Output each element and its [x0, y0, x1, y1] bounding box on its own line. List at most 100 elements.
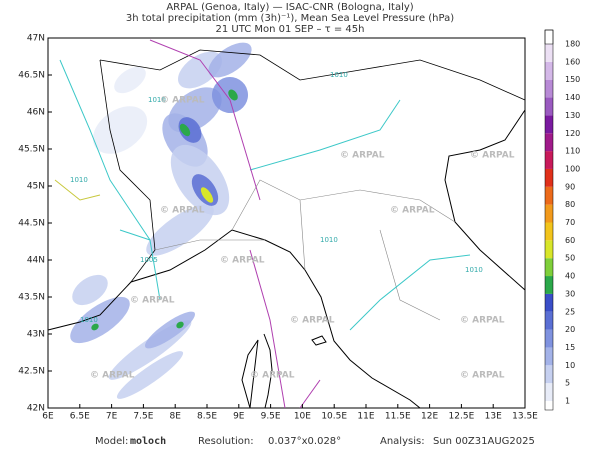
isobar-label: 1010	[148, 96, 166, 104]
colorbar-swatch	[545, 240, 553, 259]
watermark: © ARPAL	[290, 316, 335, 326]
watermark: © ARPAL	[90, 371, 135, 381]
colorbar-swatch	[545, 133, 553, 152]
colorbar-swatch	[544, 29, 554, 45]
lon-label: 7E	[106, 412, 118, 422]
lat-label: 43N	[27, 330, 45, 340]
colorbar-swatch	[545, 44, 553, 62]
colorbar-label: 160	[565, 57, 580, 66]
precip-area	[178, 117, 202, 143]
lon-label: 10E	[294, 412, 311, 422]
precip-area	[178, 51, 222, 89]
border	[99, 59, 156, 283]
colorbar-swatch	[545, 311, 553, 330]
precip-area	[116, 351, 184, 399]
isobar-label: 1005	[140, 256, 158, 264]
watermark: © ARPAL	[390, 206, 435, 216]
colorbar-label: 80	[565, 200, 575, 209]
title-line: 3h total precipitation (mm (3h)⁻¹), Mean…	[126, 13, 454, 24]
region-border	[154, 179, 456, 321]
lat-label: 45N	[27, 182, 45, 192]
lat-label: 42.5N	[18, 367, 45, 377]
watermark: © ARPAL	[460, 371, 505, 381]
lon-label: 8E	[169, 412, 181, 422]
lat-label: 47N	[27, 34, 45, 44]
colorbar-label: 40	[565, 272, 575, 281]
colorbar-label: 70	[565, 218, 575, 227]
lon-label: 13.5E	[512, 412, 538, 422]
colorbar-swatch	[545, 222, 553, 241]
colorbar-swatch	[545, 347, 553, 366]
colorbar-label: 5	[565, 379, 570, 388]
precip-area	[92, 106, 148, 154]
footer-value: moloch	[130, 436, 166, 447]
precip-area	[70, 296, 130, 344]
colorbar-swatch	[545, 168, 553, 187]
precip-core	[228, 89, 238, 101]
isobar-label: 1010	[465, 266, 483, 274]
watermark: © ARPAL	[160, 206, 205, 216]
isobar-label: 1010	[330, 71, 348, 79]
colorbar-swatch	[545, 293, 553, 312]
colorbar-label: 15	[565, 343, 575, 352]
colorbar-swatch	[545, 276, 553, 294]
isobar-label: 1010	[320, 236, 338, 244]
isobar	[149, 39, 321, 409]
colorbar-label: 30	[565, 289, 575, 298]
colorbar-swatch	[545, 115, 553, 134]
title-line: ARPAL (Genoa, Italy) — ISAC-CNR (Bologna…	[166, 2, 413, 13]
colorbar-swatch	[545, 365, 553, 384]
colorbar-label: 50	[565, 254, 575, 263]
footer-label: Model:	[95, 436, 128, 447]
colorbar-label: 140	[565, 93, 580, 102]
lon-label: 11E	[357, 412, 374, 422]
isobar-label: 1010	[80, 316, 98, 324]
colorbar-label: 25	[565, 307, 575, 316]
footer-label: Analysis:	[380, 436, 425, 447]
colorbar-swatch	[545, 329, 553, 348]
lat-label: 42N	[27, 404, 45, 414]
colorbar-label: 180	[565, 40, 580, 49]
lon-label: 6.5E	[70, 412, 90, 422]
coastline	[444, 109, 526, 291]
lon-label: 10.5E	[321, 412, 347, 422]
lat-label: 45.5N	[18, 145, 45, 155]
colorbar-label: 90	[565, 182, 575, 191]
lon-label: 6E	[42, 412, 54, 422]
precip-area	[72, 274, 108, 306]
isobar	[59, 59, 471, 331]
colorbar-swatch	[545, 61, 553, 80]
precip-core	[176, 321, 184, 329]
footer-value: Sun 00Z31AUG2025	[433, 436, 535, 447]
isobar-label: 1010	[70, 176, 88, 184]
lat-label: 44N	[27, 256, 45, 266]
map-frame	[47, 37, 526, 409]
colorbar-frame	[544, 29, 554, 411]
lon-label: 13E	[485, 412, 502, 422]
precip-area	[114, 66, 146, 94]
watermark: © ARPAL	[460, 316, 505, 326]
lon-label: 11.5E	[385, 412, 411, 422]
lon-label: 7.5E	[133, 412, 153, 422]
lat-label: 44.5N	[18, 219, 45, 229]
footer-value: 0.037°x0.028°	[268, 436, 341, 447]
watermark: © ARPAL	[130, 296, 175, 306]
colorbar-label: 110	[565, 147, 580, 156]
watermark: © ARPAL	[340, 151, 385, 161]
precip-core	[91, 323, 99, 331]
colorbar-swatch	[545, 258, 553, 277]
precip-core	[200, 187, 214, 203]
watermark: © ARPAL	[220, 256, 265, 266]
precip-area	[146, 204, 214, 256]
colorbar-swatch	[545, 79, 553, 98]
watermark: © ARPAL	[160, 96, 205, 106]
lat-label: 46N	[27, 108, 45, 118]
colorbar-swatch	[545, 204, 553, 223]
lon-label: 9E	[233, 412, 245, 422]
watermark: © ARPAL	[470, 151, 515, 161]
colorbar-swatch	[545, 186, 553, 205]
coastline	[47, 229, 421, 409]
footer-label: Resolution:	[198, 436, 254, 447]
lon-label: 12E	[421, 412, 438, 422]
